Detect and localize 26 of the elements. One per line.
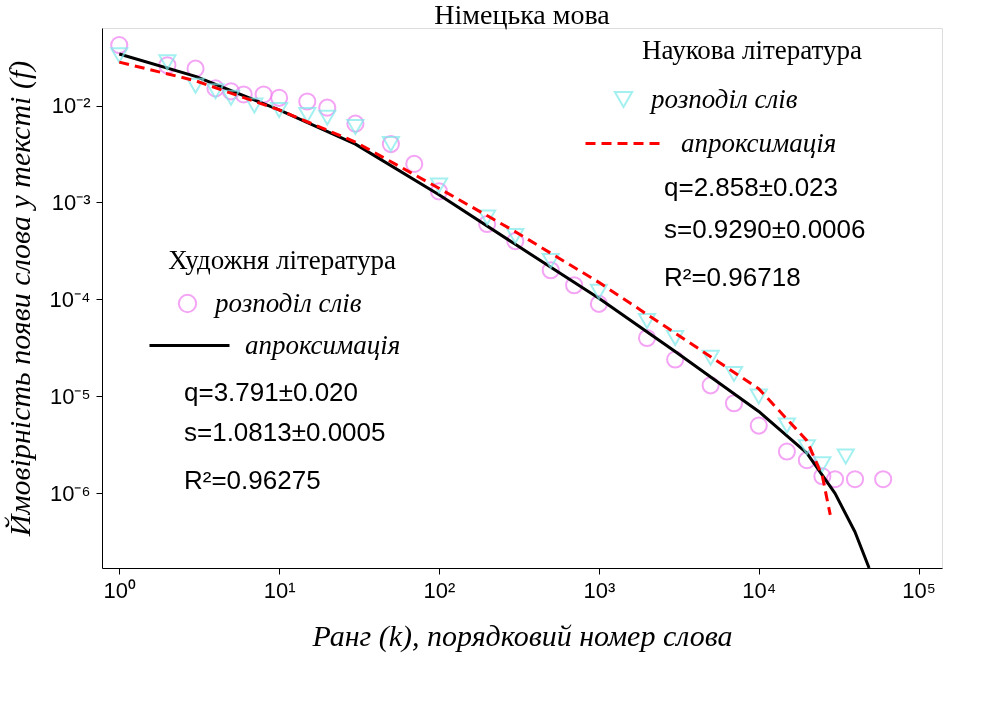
legend-label: розподіл слів	[213, 287, 362, 318]
y-tick-label: 10⁻⁴	[49, 286, 91, 312]
annotation: s=0.9290±0.0006	[664, 214, 866, 244]
legend-label: апроксимація	[245, 329, 401, 360]
annotation: R²=0.96718	[664, 262, 801, 292]
legend-label: розподіл слів	[649, 83, 798, 114]
annotation: R²=0.96275	[184, 465, 321, 495]
y-tick-label: 10⁻⁵	[49, 383, 91, 409]
legend-label: апроксимація	[681, 127, 837, 158]
annotation: Наукова література	[642, 35, 862, 65]
annotation: q=3.791±0.020	[184, 377, 359, 407]
annotation: q=2.858±0.023	[664, 172, 839, 202]
x-tick-label: 10⁰	[103, 577, 136, 603]
chart-title: Німецька мова	[434, 0, 611, 30]
x-tick-label: 10¹	[263, 577, 296, 603]
y-tick-label: 10⁻⁶	[49, 480, 91, 506]
y-tick-label: 10⁻³	[51, 189, 91, 215]
x-tick-label: 10³	[583, 577, 616, 603]
x-tick-label: 10⁴	[742, 577, 777, 603]
y-tick-label: 10⁻²	[51, 93, 91, 119]
x-tick-label: 10²	[423, 577, 456, 603]
y-axis-title: Ймовірність появи слова у тексті (f)	[2, 60, 37, 538]
annotation: s=1.0813±0.0005	[184, 417, 386, 447]
x-tick-label: 10⁵	[902, 577, 936, 603]
annotation: Художня література	[168, 245, 396, 275]
x-axis-title: Ранг (k), порядковий номер слова	[311, 618, 733, 653]
